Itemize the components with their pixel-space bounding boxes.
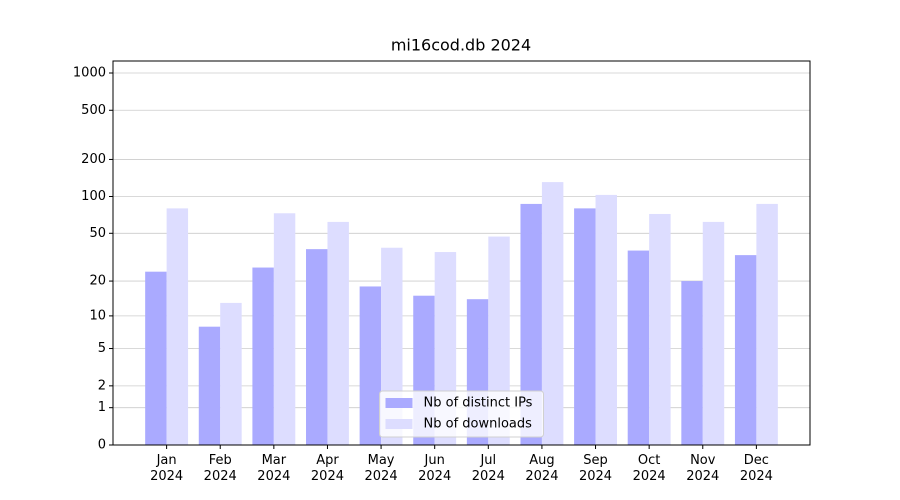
- bar: [198, 326, 221, 445]
- y-tick-label: 2: [98, 378, 106, 393]
- plot-frame: [112, 60, 811, 446]
- bar: [627, 250, 650, 445]
- bar: [166, 208, 189, 445]
- bar: [306, 249, 328, 445]
- y-tick-label: 100: [81, 189, 106, 204]
- bar: [574, 208, 596, 445]
- bar: [649, 213, 671, 445]
- y-tick-label: 20: [89, 274, 106, 289]
- bar: [359, 286, 382, 445]
- x-tick-label: Sep 2024: [578, 453, 613, 484]
- x-tick-label: Apr 2024: [310, 453, 344, 484]
- y-tick-label: 1000: [73, 66, 106, 81]
- bar: [327, 221, 349, 445]
- bar: [734, 255, 757, 445]
- bar: [681, 281, 703, 445]
- x-tick-label: May 2024: [364, 453, 398, 484]
- legend-swatch: [385, 398, 413, 408]
- legend-box: [379, 390, 544, 438]
- legend-label: Nb of distinct IPs: [424, 396, 533, 411]
- bar: [520, 203, 542, 445]
- y-tick-label: 500: [81, 103, 106, 118]
- x-tick-label: Aug 2024: [525, 453, 559, 484]
- bar: [145, 271, 167, 445]
- legend: Nb of distinct IPs Nb of downloads: [379, 390, 544, 438]
- y-tick-label: 0: [98, 438, 106, 453]
- x-tick-label: Oct 2024: [632, 453, 666, 484]
- x-tick-label: Nov 2024: [686, 453, 720, 484]
- bar: [220, 302, 242, 445]
- legend-swatch: [385, 419, 413, 429]
- x-tick-label: Mar 2024: [257, 453, 291, 484]
- y-tick-label: 5: [98, 341, 106, 356]
- bar: [541, 182, 564, 445]
- x-tick-label: Dec 2024: [739, 453, 773, 484]
- legend-label: Nb of downloads: [424, 417, 533, 432]
- y-tick-label: 200: [81, 152, 106, 167]
- x-tick-label: Jun 2024: [418, 453, 452, 484]
- bar: [252, 267, 274, 445]
- y-tick-label: 10: [89, 308, 106, 323]
- y-tick-label: 1: [98, 400, 106, 415]
- x-tick-label: Jul 2024: [471, 453, 505, 484]
- bar: [273, 213, 296, 445]
- bar: [702, 221, 725, 445]
- chart-title: mi16cod.db 2024: [391, 36, 531, 55]
- bar: [756, 203, 778, 445]
- bar: [595, 194, 617, 445]
- x-tick-label: Feb 2024: [203, 453, 237, 484]
- y-tick-label: 50: [89, 226, 106, 241]
- x-tick-label: Jan 2024: [150, 453, 184, 484]
